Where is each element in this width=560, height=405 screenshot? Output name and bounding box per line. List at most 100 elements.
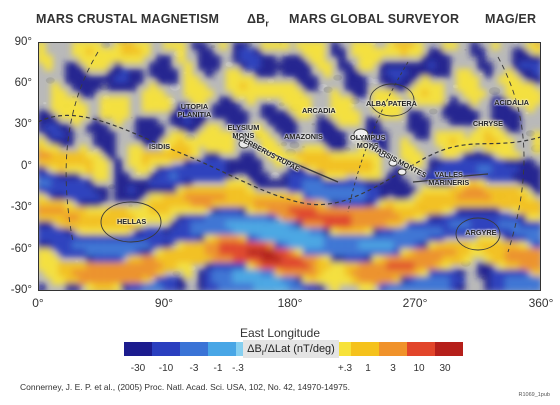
anomaly-cell: [316, 262, 326, 272]
anomaly-cell: [407, 110, 417, 120]
anomaly-cell: [442, 186, 452, 196]
anomaly-cell: [190, 193, 200, 203]
anomaly-cell: [246, 193, 256, 203]
anomaly-cell: [407, 144, 417, 154]
anomaly-cell: [414, 68, 424, 78]
anomaly-cell: [400, 255, 410, 265]
anomaly-cell: [232, 103, 242, 113]
anomaly-cell: [281, 172, 291, 182]
anomaly-cell: [428, 200, 438, 209]
anomaly-cell: [176, 47, 186, 57]
anomaly-cell: [71, 172, 81, 182]
anomaly-cell: [218, 227, 228, 237]
anomaly-cell: [274, 262, 284, 272]
anomaly-cell: [51, 179, 60, 189]
anomaly-cell: [526, 213, 535, 223]
anomaly-cell: [260, 82, 270, 92]
anomaly-cell: [344, 262, 354, 272]
anomaly-cell: [78, 144, 88, 154]
anomaly-cell: [127, 47, 137, 57]
anomaly-cell: [71, 110, 81, 120]
anomaly-cell: [85, 193, 95, 203]
anomaly-cell: [204, 130, 214, 140]
anomaly-cell: [274, 144, 284, 154]
anomaly-cell: [134, 283, 144, 291]
anomaly-cell: [141, 207, 151, 216]
anomaly-cell: [295, 269, 305, 279]
anomaly-cell: [99, 186, 109, 196]
anomaly-cell: [309, 179, 319, 189]
anomaly-cell: [470, 248, 480, 258]
anomaly-cell: [211, 193, 221, 203]
anomaly-cell: [477, 172, 487, 182]
anomaly-cell: [134, 213, 144, 223]
anomaly-cell: [162, 207, 172, 216]
anomaly-cell: [64, 172, 74, 182]
anomaly-cell: [204, 68, 214, 78]
anomaly-cell: [148, 262, 158, 272]
anomaly-cell: [211, 137, 221, 147]
anomaly-cell: [204, 241, 214, 251]
anomaly-cell: [400, 200, 410, 209]
anomaly-cell: [127, 276, 137, 286]
anomaly-cell: [351, 255, 361, 265]
anomaly-cell: [197, 200, 207, 209]
anomaly-cell: [120, 283, 130, 291]
anomaly-cell: [274, 89, 284, 99]
anomaly-cell: [498, 144, 508, 154]
anomaly-cell: [106, 255, 116, 265]
anomaly-cell: [463, 110, 473, 120]
anomaly-cell: [428, 96, 438, 106]
anomaly-cell: [162, 179, 172, 189]
anomaly-cell: [155, 241, 165, 251]
anomaly-cell: [127, 207, 137, 216]
anomaly-cell: [260, 213, 270, 223]
anomaly-cell: [148, 172, 158, 182]
anomaly-cell: [414, 213, 424, 223]
anomaly-cell: [78, 241, 88, 251]
anomaly-cell: [519, 61, 528, 71]
anomaly-cell: [281, 269, 291, 279]
anomaly-cell: [386, 47, 396, 57]
anomaly-cell: [351, 220, 361, 230]
anomaly-cell: [505, 283, 515, 291]
anomaly-cell: [295, 75, 305, 85]
anomaly-cell: [428, 172, 438, 182]
anomaly-cell: [386, 227, 396, 237]
anomaly-cell: [197, 110, 207, 120]
anomaly-cell: [379, 68, 389, 78]
anomaly-cell: [190, 89, 200, 99]
anomaly-cell: [218, 248, 228, 258]
anomaly-cell: [204, 269, 214, 279]
anomaly-cell: [344, 248, 354, 258]
anomaly-cell: [204, 255, 214, 265]
anomaly-cell: [71, 241, 81, 251]
anomaly-cell: [190, 82, 200, 92]
anomaly-cell: [519, 172, 528, 182]
anomaly-cell: [281, 89, 291, 99]
anomaly-cell: [533, 227, 541, 237]
anomaly-cell: [58, 96, 67, 106]
anomaly-cell: [316, 144, 326, 154]
anomaly-cell: [239, 213, 249, 223]
anomaly-cell: [435, 207, 445, 216]
anomaly-cell: [414, 269, 424, 279]
anomaly-cell: [484, 61, 494, 71]
anomaly-cell: [456, 186, 466, 196]
anomaly-cell: [505, 186, 515, 196]
anomaly-cell: [204, 158, 214, 168]
anomaly-cell: [414, 234, 424, 244]
anomaly-cell: [71, 276, 81, 286]
anomaly-cell: [442, 220, 452, 230]
anomaly-cell: [85, 61, 95, 71]
anomaly-cell: [71, 165, 81, 175]
anomaly-cell: [407, 61, 417, 71]
anomaly-cell: [113, 241, 123, 251]
anomaly-cell: [323, 117, 333, 126]
anomaly-cell: [323, 234, 333, 244]
anomaly-cell: [253, 213, 263, 223]
anomaly-cell: [148, 179, 158, 189]
anomaly-cell: [337, 193, 347, 203]
anomaly-cell: [197, 276, 207, 286]
anomaly-cell: [463, 200, 473, 209]
